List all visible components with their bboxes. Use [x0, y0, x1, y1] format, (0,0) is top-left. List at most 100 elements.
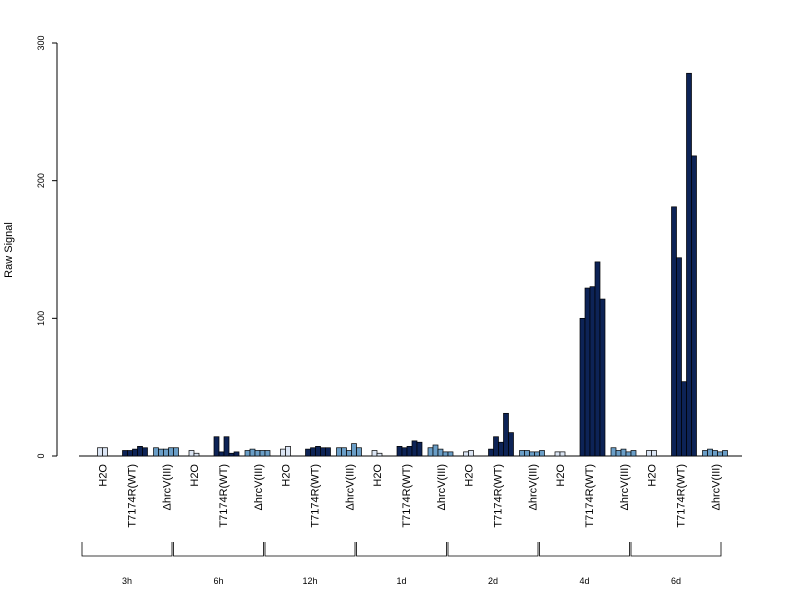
group-label: H2O: [189, 464, 201, 487]
group-label: T7174R(WT): [584, 464, 596, 528]
bar: [447, 451, 454, 457]
timepoint-bracket: [356, 542, 447, 557]
timepoint-bracket: [264, 542, 356, 557]
bar: [676, 257, 682, 457]
bar: [503, 412, 509, 457]
group-label: T7174R(WT): [218, 464, 230, 528]
timepoint-brackets: 3h 6h 12h 1d 2d 4d 6d: [81, 542, 722, 586]
bar: [102, 447, 108, 457]
bar: [529, 451, 535, 457]
bar: [218, 451, 225, 457]
bar: [188, 450, 195, 457]
bar: [371, 450, 378, 457]
bar: [168, 447, 174, 457]
bar: [193, 452, 200, 457]
y-tick-label: 300: [36, 35, 46, 50]
bar: [320, 447, 326, 457]
bar: [620, 448, 627, 457]
bar: [691, 155, 697, 457]
bar: [280, 448, 286, 457]
bar: [411, 440, 418, 457]
bar: [305, 448, 311, 457]
bar: [579, 317, 586, 457]
bar: [259, 450, 266, 457]
bar: [315, 446, 321, 457]
group-labels: H2O T7174R(WT) ΔhrcV(III) H2O T7174R(WT) Δhrc…: [97, 464, 722, 528]
bar: [264, 450, 271, 457]
bar: [712, 450, 718, 457]
bar: [559, 451, 566, 457]
timepoint-bracket: [173, 542, 264, 557]
group-label: H2O: [372, 464, 384, 487]
bar: [463, 451, 469, 457]
timepoint-bracket: [81, 542, 173, 557]
bar: [346, 450, 352, 457]
bar: [717, 451, 723, 457]
bar: [594, 261, 601, 457]
bar: [401, 447, 408, 457]
group-label: ΔhrcV(III): [253, 464, 265, 510]
bar: [127, 450, 133, 457]
bar: [589, 286, 596, 457]
bar: [223, 436, 230, 457]
bar: [686, 72, 692, 457]
timepoint-bracket: [630, 542, 722, 557]
bar: [442, 451, 449, 457]
timepoint-label: 4d: [579, 576, 589, 586]
bar: [244, 450, 251, 457]
group-label: H2O: [280, 464, 292, 487]
group-label: ΔhrcV(III): [161, 464, 173, 510]
bar: [524, 450, 530, 457]
group-label: ΔhrcV(III): [344, 464, 356, 510]
bar: [132, 448, 138, 457]
bar: [615, 450, 622, 457]
group-label: T7174R(WT): [401, 464, 413, 528]
timepoint-label: 6d: [671, 576, 681, 586]
bar: [432, 444, 439, 457]
bar: [722, 450, 728, 457]
group-label: T7174R(WT): [309, 464, 321, 528]
group-label: H2O: [646, 464, 658, 487]
bar: [427, 447, 434, 457]
bar: [213, 436, 220, 457]
bar: [630, 450, 637, 457]
group-label: T7174R(WT): [675, 464, 687, 528]
bar: [651, 450, 657, 457]
bar: [508, 432, 514, 457]
group-label: H2O: [463, 464, 475, 487]
bar: [310, 447, 316, 457]
group-label: ΔhrcV(III): [710, 464, 722, 510]
bar: [671, 206, 677, 457]
bar: [122, 450, 128, 457]
bar: [625, 451, 632, 457]
group-label: T7174R(WT): [126, 464, 138, 528]
timepoint-label: 6h: [213, 576, 223, 586]
bar: [351, 443, 357, 457]
bars: [97, 72, 728, 457]
bar: [646, 450, 652, 457]
bar: [702, 450, 708, 457]
timepoint-label: 2d: [488, 576, 498, 586]
bar: [163, 448, 169, 457]
y-axis-title: Raw Signal: [3, 222, 15, 278]
y-tick-label: 0: [36, 453, 46, 458]
timepoint-label: 1d: [396, 576, 406, 586]
timepoint-label: 3h: [122, 576, 132, 586]
group-label: ΔhrcV(III): [619, 464, 631, 510]
bar: [488, 448, 494, 457]
bar: [137, 446, 143, 457]
bar: [336, 447, 342, 457]
bar: [681, 381, 687, 457]
bar: [498, 441, 504, 457]
bar: [610, 447, 617, 457]
bar: [599, 298, 606, 457]
bar: [406, 446, 413, 457]
bar: [249, 448, 256, 457]
bar: [554, 451, 561, 457]
bar: [416, 441, 423, 457]
timepoint-label: 12h: [302, 576, 317, 586]
bar: [707, 448, 713, 457]
bar: [356, 447, 362, 457]
bar: [341, 447, 347, 457]
